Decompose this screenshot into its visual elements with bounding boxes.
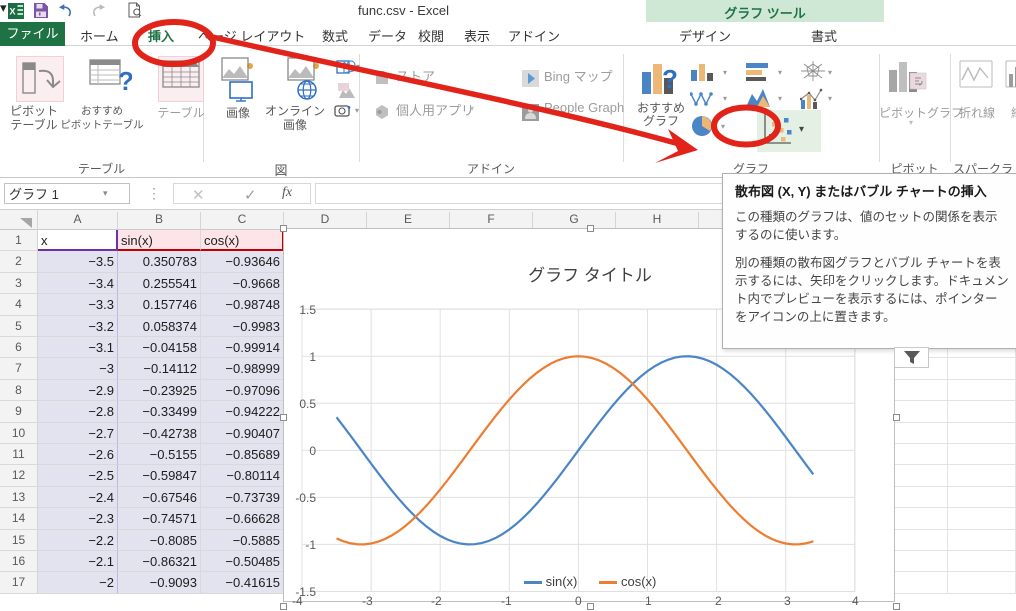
svg-text:X: X (9, 7, 15, 17)
svg-text:?: ? (662, 64, 678, 94)
svg-text:?: ? (118, 66, 132, 96)
